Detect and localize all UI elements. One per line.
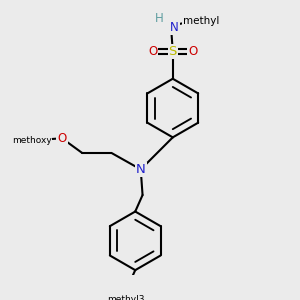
Text: N: N — [170, 21, 179, 34]
Text: S: S — [169, 45, 177, 58]
Text: O: O — [57, 132, 67, 145]
Text: H: H — [155, 12, 164, 25]
Text: N: N — [136, 163, 146, 176]
Text: methyl: methyl — [183, 16, 219, 26]
Text: methyl3: methyl3 — [107, 295, 145, 300]
Text: O: O — [148, 45, 157, 58]
Text: methoxy: methoxy — [12, 136, 52, 145]
Text: O: O — [188, 45, 197, 58]
